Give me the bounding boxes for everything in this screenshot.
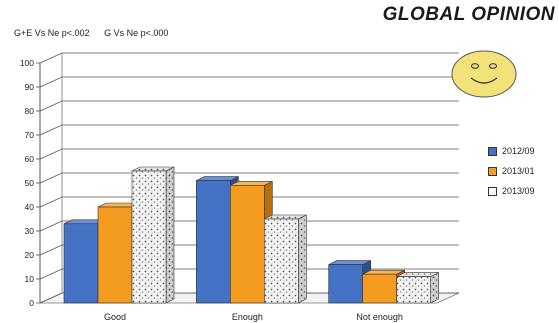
bar	[264, 218, 299, 304]
bar	[328, 264, 363, 304]
y-tick-label: 20	[25, 250, 35, 260]
y-tick-label: 100	[20, 58, 34, 68]
bar-top	[230, 181, 273, 186]
y-tick-label: 50	[25, 178, 35, 188]
gridline	[39, 100, 459, 112]
y-tick-label: 80	[25, 106, 35, 116]
bar	[196, 180, 231, 304]
legend-swatch-2013-01	[488, 166, 497, 176]
legend-swatch-2012-09	[488, 146, 497, 156]
legend-label: 2012/09	[502, 146, 535, 156]
y-tick-label: 60	[25, 154, 35, 164]
bar-side	[298, 214, 307, 304]
legend: 2012/09 2013/01 2013/09	[488, 146, 535, 206]
bar	[63, 223, 99, 304]
legend-item: 2012/09	[488, 146, 535, 156]
bar	[131, 170, 167, 304]
gridline	[39, 124, 459, 136]
legend-item: 2013/09	[488, 186, 535, 196]
bar-top	[328, 260, 371, 265]
stat-g-vs-ne: G Vs Ne p<.000	[104, 28, 169, 38]
chart-title: GLOBAL OPINION	[382, 4, 555, 25]
legend-label: 2013/01	[502, 166, 535, 176]
legend-swatch-2013-09	[488, 186, 497, 196]
y-tick-label: 10	[25, 274, 35, 284]
bar-top	[264, 214, 307, 220]
gridline	[39, 172, 459, 184]
bar-top	[396, 272, 439, 277]
legend-label: 2013/09	[502, 186, 535, 196]
gridline	[39, 196, 459, 208]
x-tick-label: Good	[104, 312, 126, 322]
y-tick-label: 90	[25, 82, 35, 92]
bar-side	[430, 272, 439, 304]
y-tick-label: 30	[25, 226, 35, 236]
gridline	[39, 244, 459, 256]
gridline	[39, 52, 459, 64]
gridline	[39, 148, 459, 160]
y-tick-label: 40	[25, 202, 35, 212]
bar-top	[196, 176, 239, 181]
gridline	[39, 76, 459, 88]
bar	[97, 206, 133, 304]
smiley-face-icon	[451, 50, 517, 98]
bar-side	[165, 166, 175, 304]
bar	[396, 276, 431, 304]
bar-top	[131, 166, 175, 172]
y-tick-label: 0	[29, 298, 34, 308]
stats-line: G+E Vs Ne p<.002 G Vs Ne p<.000	[14, 28, 180, 38]
bar-top	[362, 269, 405, 275]
legend-item: 2013/01	[488, 166, 535, 176]
bar	[230, 185, 265, 304]
gridline	[39, 268, 459, 280]
y-tick-label: 70	[25, 130, 35, 140]
axis-labels: 0 10 20 30 40 50 60 70 80 90 100 Good Enough Not enou…	[20, 58, 403, 322]
x-tick-label: Not enough	[356, 312, 403, 322]
gridline	[39, 220, 459, 232]
bars	[63, 166, 439, 304]
x-tick-label: Enough	[232, 312, 263, 322]
stat-ge-vs-ne: G+E Vs Ne p<.002	[14, 28, 90, 38]
bar	[362, 273, 397, 304]
gridline	[39, 292, 459, 304]
